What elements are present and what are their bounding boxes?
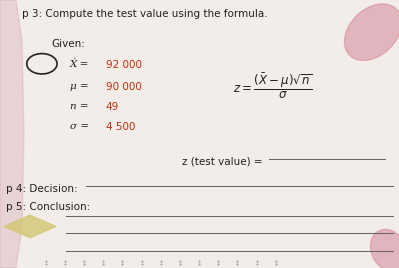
Text: p 5: Conclusion:: p 5: Conclusion: bbox=[6, 202, 90, 212]
Text: Given:: Given: bbox=[52, 39, 86, 49]
Polygon shape bbox=[0, 0, 24, 268]
Text: μ =: μ = bbox=[70, 82, 89, 91]
Text: z (test value) =: z (test value) = bbox=[182, 157, 262, 167]
Polygon shape bbox=[4, 215, 56, 238]
Text: σ =: σ = bbox=[70, 122, 89, 131]
Ellipse shape bbox=[371, 229, 399, 268]
Ellipse shape bbox=[344, 4, 399, 61]
Text: 49: 49 bbox=[106, 102, 119, 112]
Text: p 4: Decision:: p 4: Decision: bbox=[6, 184, 78, 193]
Text: 4 500: 4 500 bbox=[106, 122, 135, 132]
Text: n =: n = bbox=[70, 102, 89, 111]
Text: p 3: Compute the test value using the formula.: p 3: Compute the test value using the fo… bbox=[22, 9, 268, 19]
Text: Ẋ =: Ẋ = bbox=[70, 60, 89, 69]
Text: 92 000: 92 000 bbox=[106, 60, 142, 70]
Text: 90 000: 90 000 bbox=[106, 82, 142, 92]
Text: $z = \dfrac{(\bar{X}-\mu)\sqrt{n}}{\sigma}$: $z = \dfrac{(\bar{X}-\mu)\sqrt{n}}{\sigm… bbox=[233, 72, 313, 102]
